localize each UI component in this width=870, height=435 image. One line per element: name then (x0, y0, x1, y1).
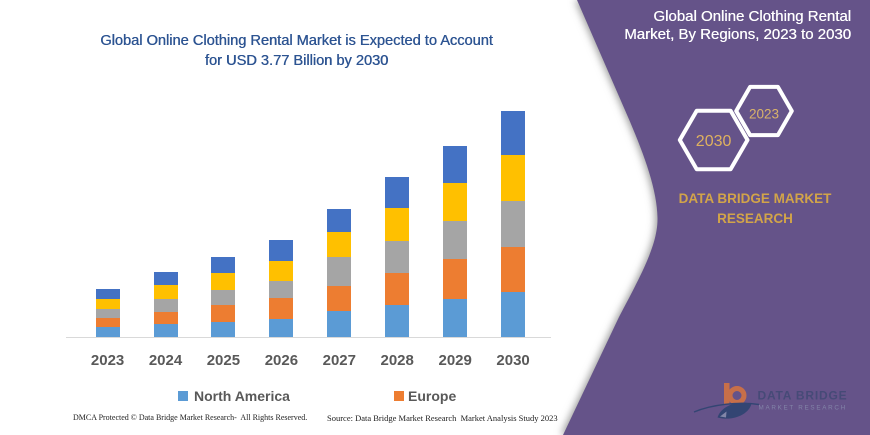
svg-text:MARKET RESEARCH: MARKET RESEARCH (759, 405, 847, 412)
svg-text:DATA BRIDGE: DATA BRIDGE (758, 389, 848, 403)
svg-text:2030: 2030 (696, 133, 732, 150)
svg-text:2023: 2023 (749, 106, 779, 121)
